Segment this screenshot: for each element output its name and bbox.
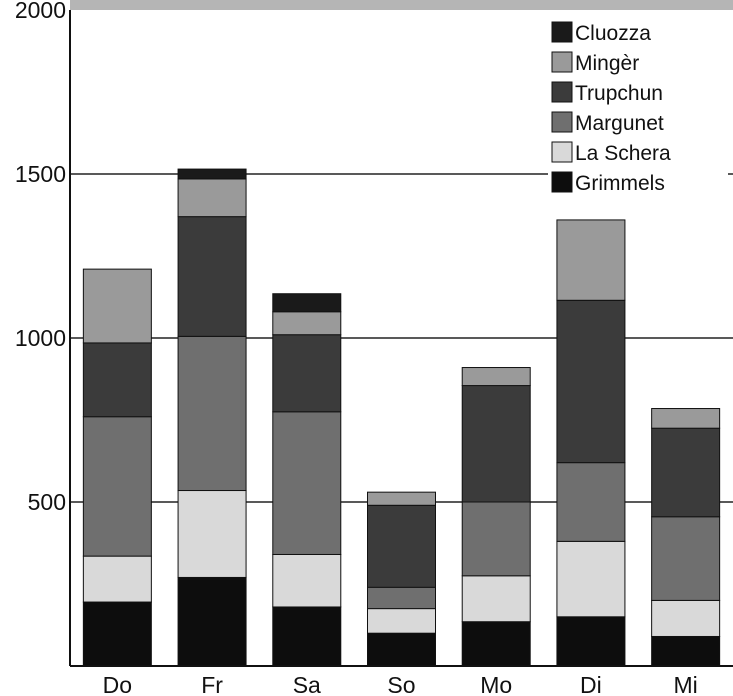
bar-segment-Do-Mingèr xyxy=(82,268,152,344)
bar-segment-Do-Trupchun xyxy=(82,342,152,418)
bar-segment-Mi-Grimmels xyxy=(651,635,721,667)
legend-label-Trupchun: Trupchun xyxy=(575,82,663,105)
bar-segment-So-La Schera xyxy=(367,608,436,634)
x-tick-Mi: Mi xyxy=(674,672,698,696)
bars xyxy=(82,168,721,667)
bar-segment-Fr-La Schera xyxy=(177,490,247,578)
bar-segment-Di-Trupchun xyxy=(556,299,626,464)
legend-swatch-Mingèr xyxy=(551,51,573,73)
y-tick-1500: 1500 xyxy=(15,161,66,187)
bar-segment-So-Trupchun xyxy=(367,504,436,588)
legend-background xyxy=(548,16,728,202)
bar-segment-Fr-Margunet xyxy=(177,335,247,492)
bar-segment-Mi-La Schera xyxy=(651,599,721,637)
bar-segment-Mo-Trupchun xyxy=(461,385,531,503)
bar-segment-Mi-Margunet xyxy=(651,516,721,601)
legend-swatch-Margunet xyxy=(551,111,573,133)
bar-segment-Fr-Grimmels xyxy=(177,576,247,667)
bar-segment-Sa-Mingèr xyxy=(272,311,342,336)
legend: Cluozza Mingèr Trupchun Margunet La Schera Gr… xyxy=(548,16,728,202)
bar-segment-Mi-Mingèr xyxy=(651,408,721,429)
y-tick-2000: 2000 xyxy=(15,0,66,23)
bar-segment-Mo-La Schera xyxy=(461,575,531,623)
x-tick-So: So xyxy=(387,672,415,696)
bar-segment-Fr-Cluozza xyxy=(177,168,247,180)
bar-segment-So-Mingèr xyxy=(367,491,436,506)
bar-segment-So-Margunet xyxy=(367,586,436,610)
legend-swatch-La Schera xyxy=(551,141,573,163)
bar-segment-Do-Grimmels xyxy=(82,601,152,667)
bar-segment-Sa-La Schera xyxy=(272,553,342,608)
legend-swatch-Grimmels xyxy=(551,171,573,193)
x-tick-Do: Do xyxy=(103,672,132,696)
bar-segment-So-Grimmels xyxy=(367,632,436,667)
bar-segment-Sa-Margunet xyxy=(272,411,342,555)
legend-swatch-Cluozza xyxy=(551,21,573,43)
bar-segment-Mi-Trupchun xyxy=(651,427,721,518)
legend-swatch-Trupchun xyxy=(551,81,573,103)
bar-segment-Di-Mingèr xyxy=(556,219,626,301)
x-tick-Sa: Sa xyxy=(293,672,321,696)
bar-segment-Do-Margunet xyxy=(82,416,152,557)
x-tick-Fr: Fr xyxy=(201,672,223,696)
legend-label-Margunet: Margunet xyxy=(575,112,664,135)
x-tick-labels: Do Fr Sa So Mo Di Mi xyxy=(103,672,698,696)
legend-label-La Schera: La Schera xyxy=(575,142,671,165)
bar-segment-Fr-Mingèr xyxy=(177,178,247,218)
x-tick-Di: Di xyxy=(580,672,602,696)
bar-segment-Di-Grimmels xyxy=(556,616,626,667)
bar-segment-Di-La Schera xyxy=(556,540,626,618)
bar-segment-Mo-Grimmels xyxy=(461,621,531,667)
legend-label-Mingèr: Mingèr xyxy=(575,52,639,75)
y-tick-labels: 500 1000 1500 2000 xyxy=(15,0,66,515)
legend-label-Cluozza: Cluozza xyxy=(575,22,651,45)
x-tick-Mo: Mo xyxy=(480,672,512,696)
y-tick-500: 500 xyxy=(28,489,66,515)
bar-segment-Mo-Mingèr xyxy=(461,367,531,387)
bar-segment-Sa-Grimmels xyxy=(272,606,342,667)
bar-segment-Sa-Cluozza xyxy=(272,293,342,313)
top-band xyxy=(70,0,733,10)
y-tick-1000: 1000 xyxy=(15,325,66,351)
bar-segment-Fr-Trupchun xyxy=(177,216,247,337)
legend-label-Grimmels: Grimmels xyxy=(575,172,665,195)
bar-segment-Mo-Margunet xyxy=(461,501,531,577)
bar-segment-Do-La Schera xyxy=(82,555,152,603)
bar-segment-Sa-Trupchun xyxy=(272,334,342,413)
bar-segment-Di-Margunet xyxy=(556,462,626,542)
